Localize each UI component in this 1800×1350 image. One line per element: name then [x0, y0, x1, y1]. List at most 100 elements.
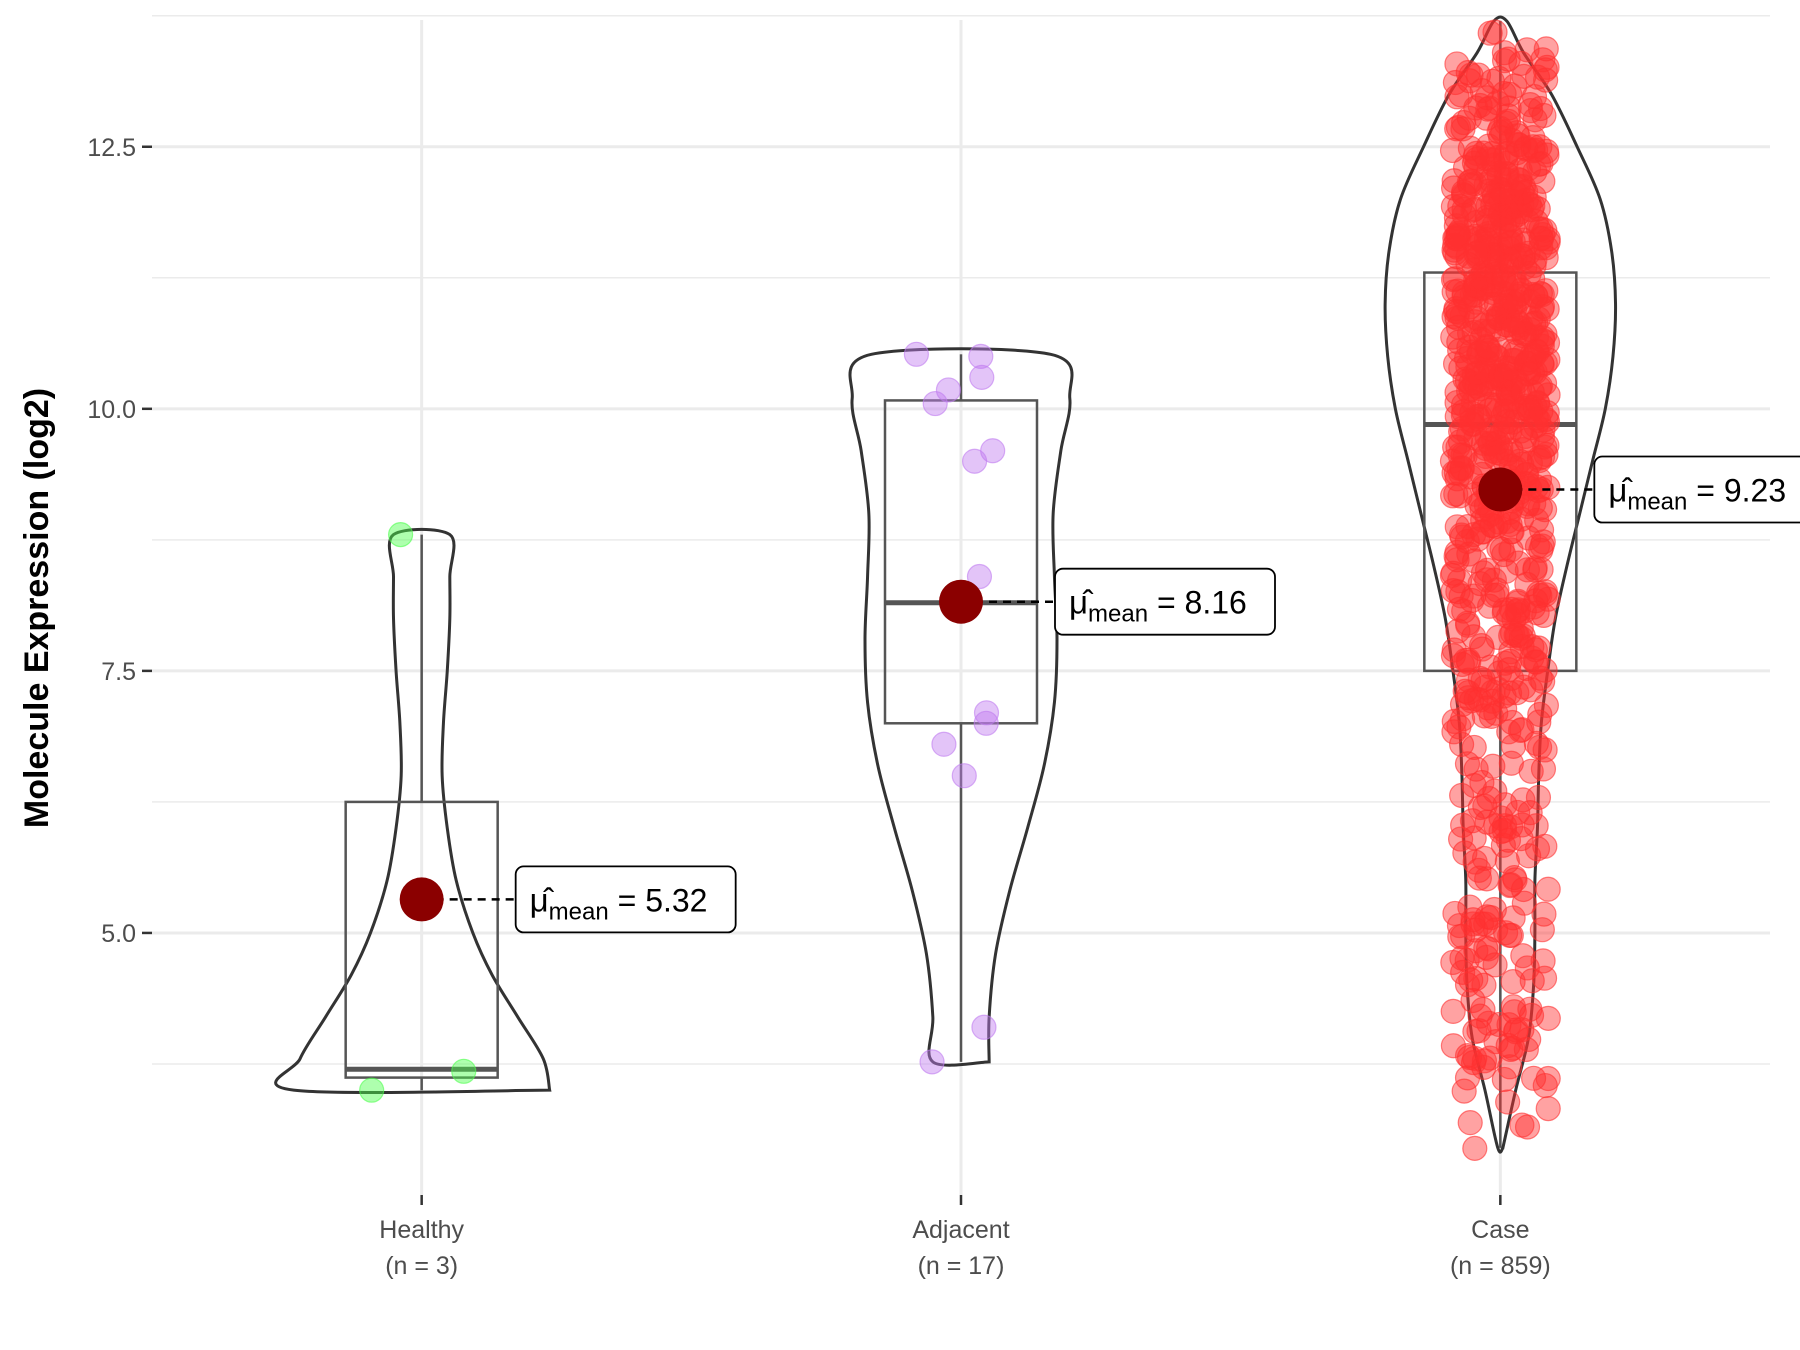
data-point	[1439, 137, 1466, 164]
data-point	[1522, 247, 1548, 273]
data-point	[1455, 612, 1481, 638]
data-point	[1491, 266, 1517, 292]
data-point	[1493, 150, 1519, 176]
data-point	[1452, 840, 1478, 866]
data-point	[1521, 184, 1547, 210]
data-point	[1463, 240, 1489, 267]
data-point	[1444, 84, 1470, 110]
mean-label-adjacent: μ̂mean = 8.16	[1069, 584, 1247, 628]
data-point	[1531, 901, 1557, 927]
data-point	[1444, 403, 1470, 429]
data-point	[1535, 1065, 1561, 1092]
data-point	[1535, 1096, 1561, 1122]
data-point	[1508, 506, 1535, 532]
data-point	[1484, 582, 1510, 608]
mean-label-case: μ̂mean = 9.23	[1608, 472, 1786, 516]
y-tick-label: 10.0	[87, 396, 136, 424]
data-point	[1500, 316, 1526, 342]
data-point	[1499, 709, 1525, 736]
data-point	[1524, 836, 1551, 862]
data-point	[1535, 347, 1561, 373]
data-point	[1449, 782, 1475, 809]
data-point	[1465, 62, 1492, 88]
data-point	[1508, 50, 1534, 77]
data-point	[1528, 537, 1554, 563]
data-point	[1511, 890, 1537, 916]
data-point	[1462, 849, 1488, 875]
data-point	[1533, 67, 1559, 93]
y-tick-label: 12.5	[87, 134, 136, 162]
data-point	[1445, 579, 1471, 605]
data-point	[1535, 474, 1561, 500]
data-point	[1500, 969, 1526, 995]
x-tick-n-label-adjacent: (n = 17)	[918, 1252, 1005, 1280]
data-point	[1525, 784, 1552, 811]
data-point	[1454, 1065, 1481, 1091]
data-point	[1533, 36, 1559, 62]
data-point	[1487, 202, 1514, 228]
data-point	[1519, 379, 1545, 405]
data-point	[935, 377, 962, 403]
data-point	[387, 522, 414, 548]
data-point	[1471, 845, 1498, 872]
data-point	[1482, 19, 1508, 45]
data-point	[1520, 1065, 1547, 1091]
data-point	[903, 341, 929, 367]
data-point	[968, 343, 994, 370]
data-point	[1493, 363, 1519, 389]
data-point	[1523, 137, 1549, 163]
data-point	[1445, 114, 1472, 140]
data-point	[1526, 635, 1552, 661]
violin-adjacent	[848, 347, 1074, 1067]
data-point	[1523, 813, 1549, 839]
data-point	[1495, 1089, 1521, 1115]
data-point	[1460, 987, 1486, 1014]
data-point	[1445, 434, 1471, 460]
data-point	[922, 390, 948, 417]
data-point	[1478, 654, 1504, 680]
mean-label-box	[1054, 567, 1276, 636]
mean-point-case	[1478, 467, 1523, 512]
data-point	[1461, 624, 1487, 650]
data-point	[1493, 558, 1519, 584]
y-axis-title: Molecule Expression (log2)	[18, 388, 56, 828]
data-point	[951, 763, 977, 789]
data-point	[1510, 379, 1536, 405]
data-point	[1461, 583, 1487, 609]
data-point	[1514, 955, 1540, 981]
data-point	[1500, 994, 1527, 1020]
x-tick-n-label-healthy: (n = 3)	[385, 1252, 458, 1280]
data-point	[1514, 557, 1540, 583]
data-point	[966, 563, 993, 590]
data-point	[1442, 900, 1468, 927]
x-tick-label-healthy: Healthy	[379, 1216, 464, 1244]
data-point	[1453, 345, 1480, 372]
data-point	[1467, 1003, 1493, 1029]
data-point	[1446, 714, 1472, 740]
data-point	[1445, 299, 1471, 325]
data-point	[1530, 529, 1556, 555]
data-point	[1512, 254, 1538, 281]
data-point	[1455, 513, 1481, 540]
data-point	[1504, 622, 1531, 648]
y-tick-label: 5.0	[101, 920, 136, 948]
data-point	[1517, 800, 1543, 826]
data-point	[1444, 226, 1470, 252]
y-tick-label: 7.5	[101, 658, 136, 686]
data-point	[1474, 904, 1500, 930]
data-point	[1497, 872, 1523, 899]
box-healthy	[344, 800, 499, 1079]
mean-label-healthy: μ̂mean = 5.32	[530, 881, 708, 925]
violin-healthy	[274, 527, 552, 1095]
data-point	[1475, 207, 1501, 233]
data-point	[1444, 514, 1470, 540]
data-point	[969, 364, 995, 390]
x-tick-label-adjacent: Adjacent	[912, 1216, 1009, 1244]
data-point	[1533, 138, 1560, 164]
data-point	[1522, 107, 1548, 133]
data-point	[1473, 944, 1499, 970]
data-point	[973, 700, 1000, 726]
data-point	[1498, 194, 1524, 220]
data-point	[1461, 548, 1488, 574]
data-point	[359, 1077, 385, 1103]
